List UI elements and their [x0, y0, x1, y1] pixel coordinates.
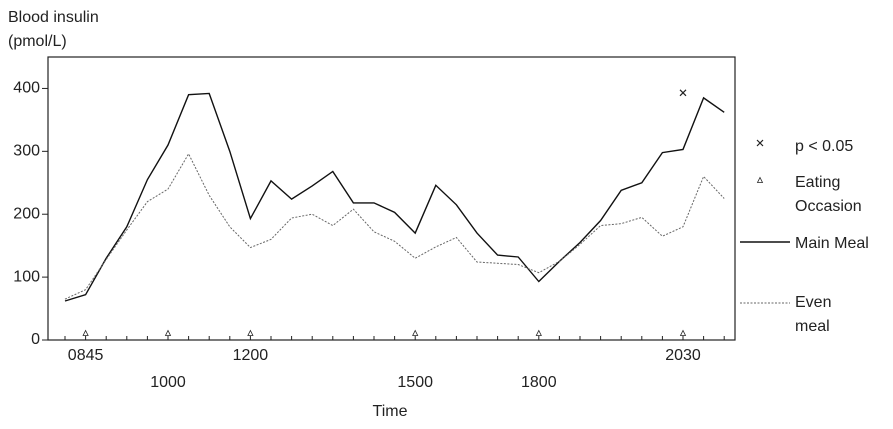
eating-occasion-marker [412, 329, 419, 336]
series-line [64, 152, 725, 300]
legend-symbol [756, 176, 764, 183]
y-axis-label: Blood insulin [8, 9, 99, 26]
eating-occasion-marker [82, 329, 89, 336]
eating-occasion-marker [535, 329, 542, 336]
legend-label: Even meal [795, 294, 832, 335]
eating-occasion-marker [164, 329, 172, 336]
y-tick-label: 300 [13, 143, 40, 160]
x-tick-label: 0845 [68, 347, 104, 364]
plot-frame [47, 56, 736, 341]
y-axis-label: (pmol/L) [8, 33, 67, 50]
x-tick-label: 2030 [665, 347, 701, 364]
eating-occasion-marker [247, 329, 254, 336]
series-line [64, 92, 725, 302]
x-tick-label: 1800 [521, 374, 557, 391]
legend-label: Main Meal [795, 235, 869, 252]
y-tick-label: 400 [13, 80, 40, 97]
legend-symbol [756, 139, 764, 147]
x-tick-label: 1500 [397, 374, 433, 391]
eating-occasion-marker [679, 329, 687, 336]
x-tick-label: 1000 [150, 374, 186, 391]
legend-label: p < 0.05 [795, 138, 854, 155]
legend-label: Eating Occasion [795, 174, 862, 215]
x-tick-label: 1200 [233, 347, 269, 364]
x-axis-label: Time [373, 403, 408, 420]
y-tick-label: 0 [31, 331, 40, 348]
y-tick-label: 100 [13, 268, 40, 285]
significance-marker [679, 89, 687, 97]
y-tick-label: 200 [13, 205, 40, 222]
